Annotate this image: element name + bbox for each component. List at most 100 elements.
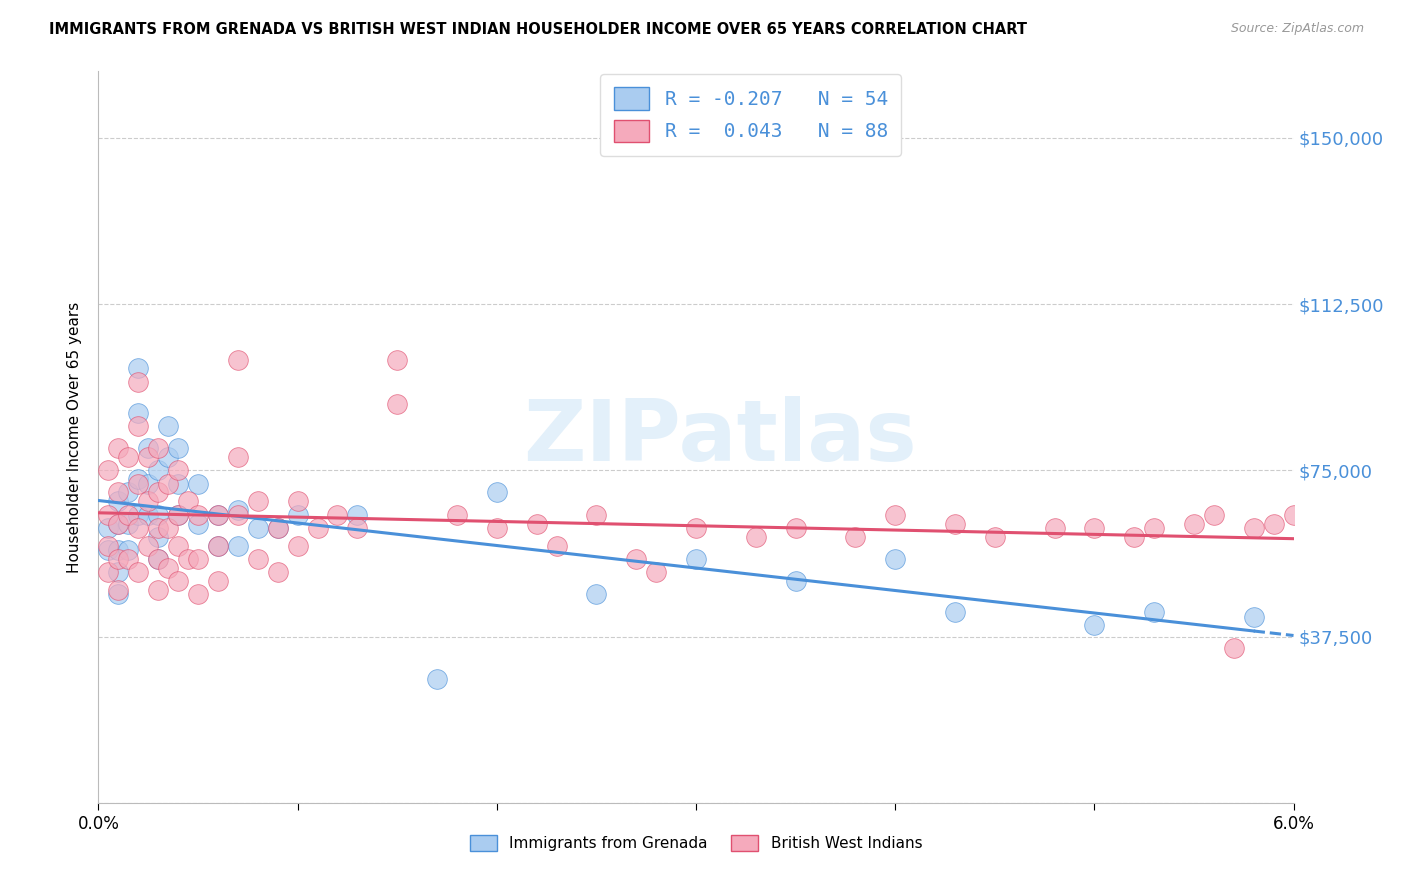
Point [107, 552, 129, 566]
Y-axis label: Householder Income Over 65 years: Householder Income Over 65 years [67, 301, 83, 573]
Point [226, 508, 249, 522]
Point [97, 521, 120, 535]
Point [167, 574, 190, 589]
Point [117, 450, 139, 464]
Point [346, 508, 368, 522]
Point [546, 539, 568, 553]
Point [177, 494, 200, 508]
Point [167, 508, 190, 522]
Point [107, 516, 129, 531]
Point [326, 508, 349, 522]
Text: ZIPatlas: ZIPatlas [523, 395, 917, 479]
Point [107, 441, 129, 455]
Point [884, 508, 907, 522]
Point [385, 397, 409, 411]
Point [187, 516, 209, 531]
Point [167, 508, 190, 522]
Point [187, 587, 209, 601]
Point [1083, 618, 1105, 632]
Point [1263, 516, 1285, 531]
Point [148, 463, 170, 477]
Point [148, 582, 170, 597]
Point [884, 552, 907, 566]
Point [226, 503, 249, 517]
Point [287, 539, 309, 553]
Point [136, 476, 159, 491]
Point [157, 476, 180, 491]
Point [207, 539, 229, 553]
Point [785, 574, 807, 589]
Point [844, 530, 866, 544]
Point [1143, 521, 1166, 535]
Point [226, 352, 249, 367]
Point [167, 539, 190, 553]
Point [785, 521, 807, 535]
Point [107, 587, 129, 601]
Point [107, 485, 129, 500]
Point [246, 552, 269, 566]
Point [485, 521, 508, 535]
Point [97, 508, 120, 522]
Text: Source: ZipAtlas.com: Source: ZipAtlas.com [1230, 22, 1364, 36]
Point [207, 539, 229, 553]
Point [1243, 521, 1265, 535]
Point [187, 508, 209, 522]
Point [1223, 640, 1246, 655]
Point [626, 552, 648, 566]
Legend: Immigrants from Grenada, British West Indians: Immigrants from Grenada, British West In… [464, 830, 928, 857]
Point [287, 508, 309, 522]
Point [943, 516, 966, 531]
Point [207, 508, 229, 522]
Point [1143, 605, 1166, 619]
Point [157, 450, 180, 464]
Point [685, 552, 707, 566]
Point [585, 587, 607, 601]
Point [167, 476, 190, 491]
Point [177, 552, 200, 566]
Point [107, 582, 129, 597]
Point [157, 521, 180, 535]
Point [148, 552, 170, 566]
Point [287, 494, 309, 508]
Point [385, 352, 409, 367]
Point [107, 516, 129, 531]
Point [446, 508, 468, 522]
Point [157, 561, 180, 575]
Point [107, 566, 129, 580]
Point [346, 521, 368, 535]
Point [485, 485, 508, 500]
Point [127, 361, 149, 376]
Point [117, 516, 139, 531]
Point [148, 552, 170, 566]
Point [187, 476, 209, 491]
Point [246, 521, 269, 535]
Point [136, 539, 159, 553]
Point [685, 521, 707, 535]
Point [207, 508, 229, 522]
Point [1043, 521, 1066, 535]
Point [97, 539, 120, 553]
Point [127, 476, 149, 491]
Point [148, 485, 170, 500]
Point [127, 566, 149, 580]
Point [117, 552, 139, 566]
Point [136, 508, 159, 522]
Point [645, 566, 668, 580]
Point [984, 530, 1007, 544]
Point [267, 521, 290, 535]
Point [136, 450, 159, 464]
Point [136, 441, 159, 455]
Point [1083, 521, 1105, 535]
Point [127, 375, 149, 389]
Point [148, 530, 170, 544]
Point [97, 566, 120, 580]
Point [267, 566, 290, 580]
Point [1202, 508, 1225, 522]
Point [1182, 516, 1205, 531]
Point [745, 530, 768, 544]
Point [226, 539, 249, 553]
Point [148, 521, 170, 535]
Point [167, 441, 190, 455]
Point [943, 605, 966, 619]
Point [426, 672, 449, 686]
